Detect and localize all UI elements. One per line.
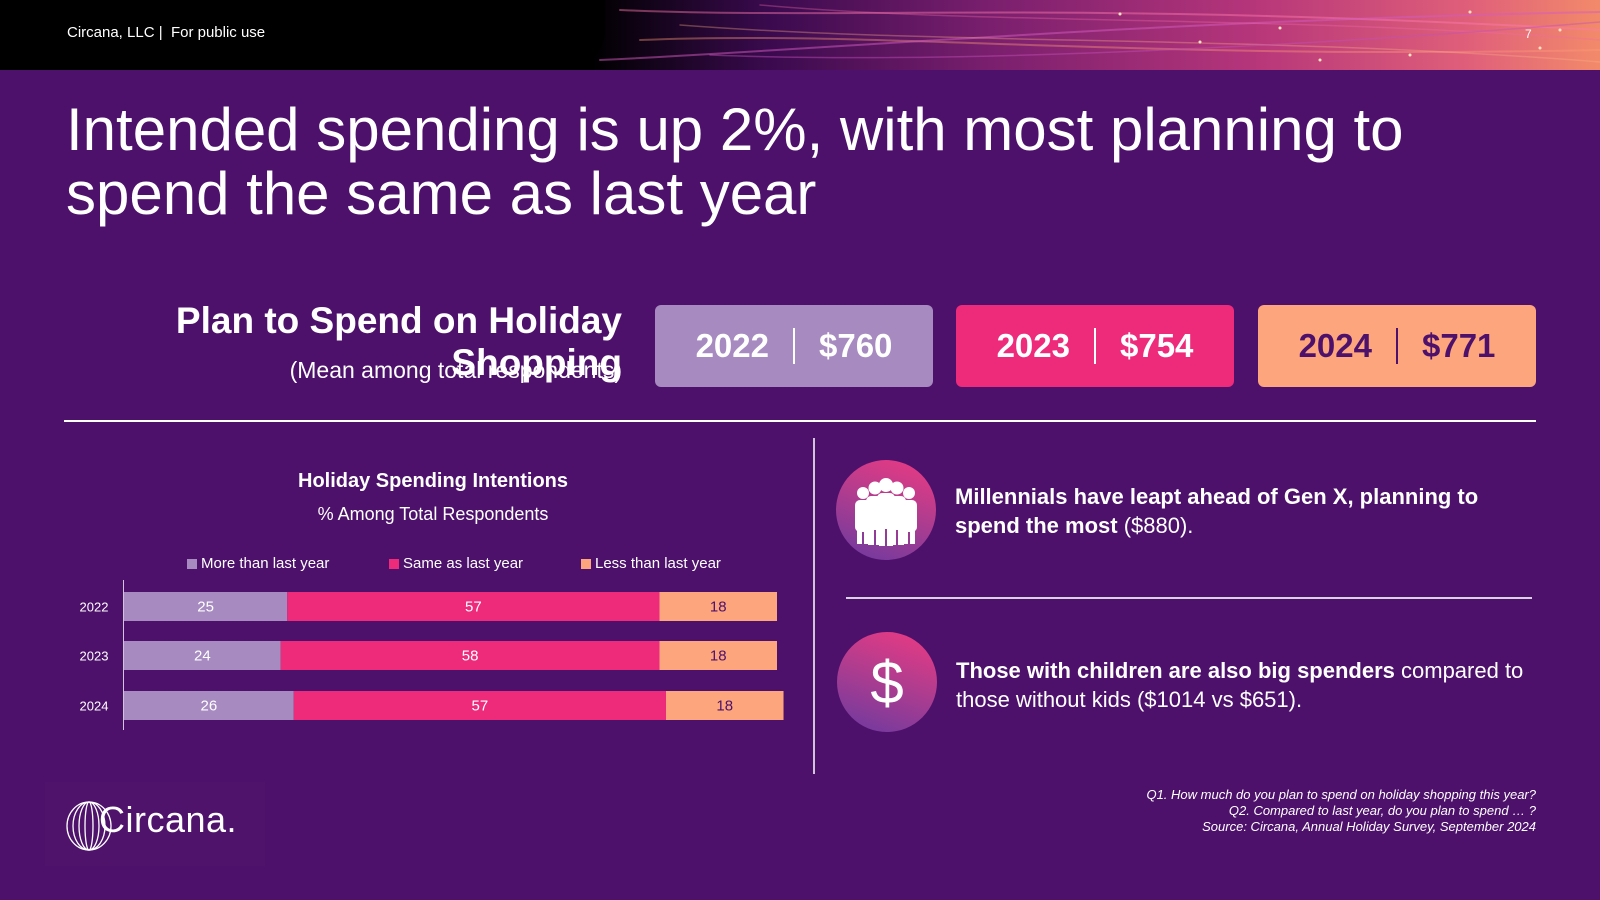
bar-segment bbox=[124, 592, 288, 621]
bar-value-label: 26 bbox=[201, 698, 218, 715]
bar-segment bbox=[665, 691, 784, 720]
spend-card-2024: 2024 $771 bbox=[1258, 305, 1536, 387]
spend-card-year: 2023 bbox=[996, 327, 1070, 364]
legend-item-same: Same as last year bbox=[389, 555, 523, 572]
slide-headline: Intended spending is up 2%, with most pl… bbox=[66, 96, 1404, 227]
bar-value-label: 25 bbox=[197, 599, 214, 616]
plan-to-spend-subtitle: (Mean among total respondents) bbox=[289, 357, 622, 383]
section-divider bbox=[64, 420, 1536, 422]
spend-card-divider bbox=[1396, 328, 1398, 364]
spend-card-amount: $771 bbox=[1422, 327, 1496, 364]
insight-bold: Millennials have leapt ahead of Gen X, p… bbox=[955, 484, 1479, 538]
legend-item-less: Less than last year bbox=[581, 555, 721, 572]
circana-logo-text: Circana. bbox=[99, 799, 238, 840]
source-note: Q2. Compared to last year, do you plan t… bbox=[1228, 803, 1536, 818]
insight-rest: ($880). bbox=[1117, 513, 1194, 538]
spend-card-year: 2024 bbox=[1298, 327, 1372, 364]
spending-intentions-chart: 2022 25 57 18 2023 24 58 18 2024 26 57 18 bbox=[80, 580, 784, 730]
spend-card-divider bbox=[793, 328, 795, 364]
legend-swatch bbox=[187, 558, 197, 569]
insight-divider bbox=[846, 597, 1532, 599]
insight-millennials: Millennials have leapt ahead of Gen X, p… bbox=[955, 482, 1535, 540]
spend-card-divider bbox=[1094, 328, 1096, 364]
spend-card-amount: $754 bbox=[1120, 327, 1194, 364]
top-banner: Circana, LLC | For public use 7 bbox=[0, 0, 1600, 70]
dollar-sign-icon: $ bbox=[837, 632, 937, 732]
spend-card-2022: 2022 $760 bbox=[655, 305, 933, 387]
insight-rest: compared to those without kids ($1014 vs… bbox=[956, 658, 1524, 712]
page-number: 7 bbox=[1525, 27, 1532, 41]
bar-segment bbox=[287, 592, 660, 621]
legend-item-more: More than last year bbox=[187, 555, 329, 572]
plan-to-spend-title: Plan to Spend on Holiday Shopping bbox=[175, 300, 622, 383]
circana-logo-mark-icon bbox=[66, 801, 112, 851]
bar-segment bbox=[124, 691, 294, 720]
y-tick-label: 2022 bbox=[80, 600, 109, 615]
bar-segment bbox=[124, 641, 281, 670]
spend-card-year: 2022 bbox=[695, 327, 769, 364]
bar-value-label: 57 bbox=[465, 599, 482, 616]
chart-title: Holiday Spending Intentions bbox=[298, 470, 568, 492]
y-tick-label: 2023 bbox=[80, 649, 109, 664]
bar-segment bbox=[659, 641, 777, 670]
bar-value-label: 18 bbox=[710, 599, 727, 616]
insight-bold: Those with children are also big spender… bbox=[956, 658, 1395, 683]
top-banner-dark-panel bbox=[0, 0, 605, 70]
bar-segment bbox=[293, 691, 666, 720]
light-streaks-decoration bbox=[599, 4, 1600, 63]
source-note: Q1. How much do you plan to spend on hol… bbox=[1146, 787, 1536, 802]
column-divider bbox=[813, 438, 815, 774]
legend-label: More than last year bbox=[201, 555, 330, 572]
bar-value-label: 18 bbox=[716, 698, 733, 715]
spend-card-amount: $760 bbox=[819, 327, 893, 364]
bar-value-label: 57 bbox=[472, 698, 489, 715]
y-tick-label: 2024 bbox=[80, 699, 109, 714]
bar-value-label: 18 bbox=[710, 648, 727, 665]
legend-label: Same as last year bbox=[403, 555, 524, 572]
bar-segment bbox=[659, 592, 777, 621]
svg-text:$: $ bbox=[870, 649, 903, 716]
bar-value-label: 24 bbox=[194, 648, 211, 665]
legend-swatch bbox=[389, 558, 399, 569]
chart-subtitle: % Among Total Respondents bbox=[317, 504, 549, 524]
people-group-icon bbox=[836, 460, 936, 560]
legend-swatch bbox=[581, 558, 591, 569]
legend-label: Less than last year bbox=[595, 555, 721, 572]
confidentiality-label: Circana, LLC | For public use bbox=[67, 24, 266, 41]
source-note: Source: Circana, Annual Holiday Survey, … bbox=[1202, 819, 1536, 834]
source-notes: Q1. How much do you plan to spend on hol… bbox=[1000, 787, 1536, 835]
bar-segment bbox=[280, 641, 660, 670]
circana-logo: Circana. bbox=[45, 782, 265, 866]
spend-card-2023: 2023 $754 bbox=[956, 305, 1234, 387]
insight-children: Those with children are also big spender… bbox=[956, 656, 1536, 714]
bar-value-label: 58 bbox=[462, 648, 479, 665]
